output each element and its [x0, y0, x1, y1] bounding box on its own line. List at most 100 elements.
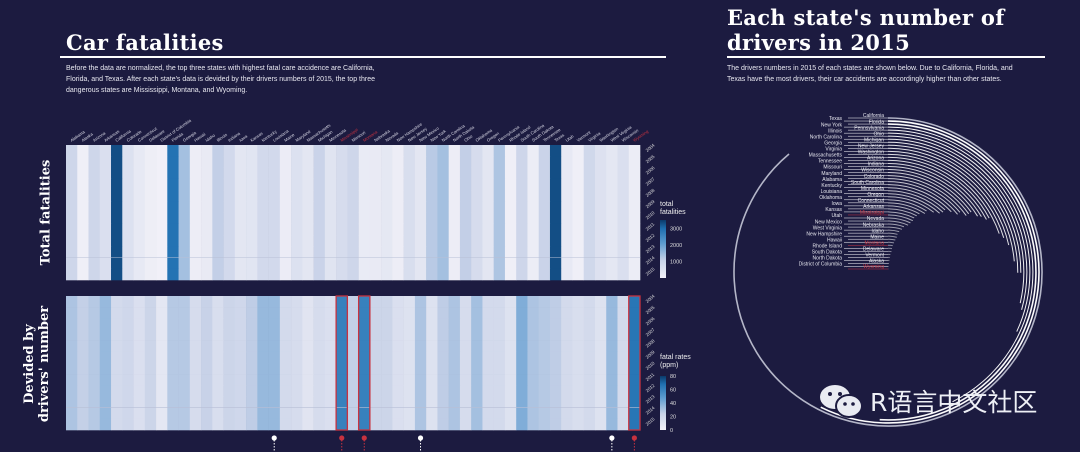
legend-colorbar — [660, 220, 666, 278]
heatmap-cell — [414, 257, 427, 270]
heatmap-cell — [516, 167, 528, 180]
heatmap-cell — [99, 407, 112, 420]
right-title-line1: Each state's number of — [727, 5, 1005, 30]
heatmap-cell — [504, 178, 517, 191]
heatmap-cell — [414, 340, 427, 353]
year-label: 2015 — [645, 416, 656, 427]
heatmap-cell — [549, 363, 562, 375]
heatmap-cell — [347, 385, 359, 397]
heatmap-cell — [471, 296, 483, 308]
heatmap-cell — [99, 145, 112, 157]
heatmap-cell — [111, 318, 123, 330]
heatmap-cell — [279, 145, 292, 157]
heatmap-cell — [111, 145, 123, 157]
heatmap-cell — [549, 190, 562, 202]
heatmap-cell — [99, 418, 112, 431]
heatmap-cell — [471, 212, 483, 225]
heatmap-cell — [549, 145, 562, 157]
heatmap-cell — [291, 190, 303, 202]
heatmap-cell — [257, 246, 269, 258]
heatmap-cell — [403, 201, 416, 213]
state-label: Colorado — [864, 174, 885, 180]
driver-arc — [887, 226, 903, 230]
heatmap-cell — [133, 190, 146, 202]
heatmap-cell — [66, 307, 78, 319]
heatmap-cell — [426, 201, 438, 213]
heatmap-cell — [572, 418, 585, 431]
heatmap-cell — [77, 190, 89, 202]
heatmap-cell — [572, 340, 585, 353]
heatmap-cell — [448, 156, 461, 168]
heatmap-cell — [527, 268, 540, 281]
heatmap-cell — [111, 340, 123, 353]
heatmap-cell — [504, 212, 517, 225]
heatmap-cell — [313, 318, 326, 330]
heatmap-cell — [234, 178, 247, 191]
heatmap-cell — [268, 318, 281, 330]
year-label: 2014 — [645, 405, 656, 416]
heatmap-cell — [77, 246, 89, 258]
heatmap-cell — [426, 340, 438, 353]
heatmap-cell — [561, 363, 573, 375]
heatmap-cell — [144, 201, 157, 213]
heatmap-cell — [234, 329, 247, 341]
heatmap-cell — [403, 156, 416, 168]
heatmap-cell — [617, 374, 630, 386]
heatmap-cell — [459, 156, 472, 168]
driver-arc — [887, 144, 1015, 262]
heatmap-cell — [313, 212, 326, 225]
heatmap-cell — [291, 268, 303, 281]
legend-title-rate-line1: fatal rates — [660, 354, 691, 361]
heatmap-cell — [167, 363, 179, 375]
heatmap-cell — [561, 318, 573, 330]
heatmap-cell — [257, 167, 269, 180]
state-label: Maine — [870, 234, 884, 240]
heatmap-cell — [482, 329, 494, 341]
heatmap-cell — [516, 212, 528, 225]
heatmap-cell — [358, 374, 371, 386]
heatmap-cell — [167, 418, 179, 431]
heatmap-cell — [156, 246, 168, 258]
heatmap-cell — [403, 385, 416, 397]
heatmap-cell — [381, 178, 393, 191]
heatmap-cell — [122, 296, 134, 308]
heatmap-cell — [268, 201, 281, 213]
heatmap-cell — [426, 167, 438, 180]
heatmap-cell — [583, 235, 596, 247]
heatmap-cell — [358, 190, 371, 202]
heatmap-cell — [167, 351, 179, 364]
heatmap-cell — [527, 385, 540, 397]
heatmap-cell — [448, 268, 461, 281]
heatmap-cell — [403, 329, 416, 341]
heatmap-cell — [111, 418, 123, 431]
heatmap-cell — [459, 167, 472, 180]
heatmap-cell — [471, 257, 483, 270]
heatmap-cell — [122, 363, 134, 375]
heatmap-cell — [324, 268, 337, 281]
driver-arc — [887, 184, 952, 213]
heatmap-cell — [561, 407, 573, 420]
heatmap-cell — [493, 257, 506, 270]
heatmap-cell — [482, 235, 494, 247]
heatmap-cell — [189, 145, 202, 157]
heatmap-cell — [538, 418, 551, 431]
heatmap-cell — [392, 418, 404, 431]
heatmap-cell — [347, 340, 359, 353]
heatmap-cell — [369, 178, 382, 191]
heatmap-cell — [594, 268, 607, 281]
state-label: Massachusetts — [809, 153, 843, 159]
year-label: 2008 — [645, 187, 656, 198]
heatmap-cell — [369, 145, 382, 157]
heatmap-cell — [504, 201, 517, 213]
heatmap-cell — [324, 340, 337, 353]
legend-tick: 2000 — [670, 243, 682, 249]
heatmap-cell — [358, 257, 371, 270]
heatmap-cell — [437, 156, 449, 168]
heatmap-cell — [504, 374, 517, 386]
heatmap-cell — [437, 223, 449, 236]
heatmap-cell — [212, 385, 224, 397]
heatmap-cell — [572, 407, 585, 420]
heatmap-cell — [144, 212, 157, 225]
heatmap-cell — [482, 246, 494, 258]
heatmap-cell — [628, 212, 641, 225]
